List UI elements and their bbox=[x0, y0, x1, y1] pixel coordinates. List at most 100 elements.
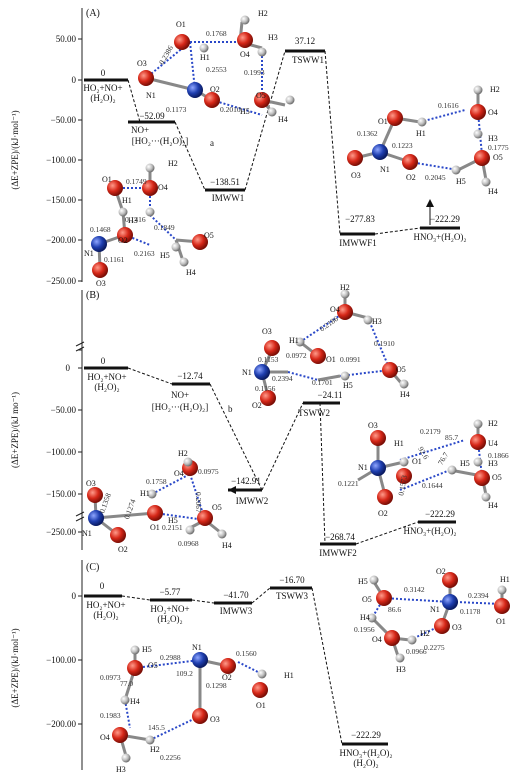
svg-text:O1: O1 bbox=[326, 355, 336, 364]
svg-text:H2: H2 bbox=[420, 629, 430, 638]
level-name: HO₂+NO+ bbox=[86, 600, 125, 610]
svg-text:O5: O5 bbox=[396, 365, 406, 374]
svg-text:0.1468: 0.1468 bbox=[90, 225, 111, 234]
level-name: TSWW2 bbox=[298, 408, 330, 418]
svg-text:O3: O3 bbox=[210, 715, 220, 724]
svg-text:H5: H5 bbox=[460, 459, 470, 468]
svg-text:H1: H1 bbox=[140, 489, 150, 498]
svg-text:0.2151: 0.2151 bbox=[162, 523, 183, 532]
svg-text:0.0968: 0.0968 bbox=[178, 539, 199, 548]
svg-text:O4: O4 bbox=[158, 183, 168, 192]
svg-text:86.6: 86.6 bbox=[388, 605, 401, 614]
svg-text:H1: H1 bbox=[416, 129, 426, 138]
level-name: HO₂+NO+ bbox=[87, 372, 126, 382]
molecule-b2: H2 O4 H1 O3 O5 N1 O1 O2 H5 H4 0.1758 0.0… bbox=[82, 449, 232, 554]
svg-text:O5: O5 bbox=[492, 473, 502, 482]
y-axis-label: (ΔE+ZPE)/(kJ mo⁻¹) bbox=[10, 392, 20, 468]
level-name: IMWWF1 bbox=[339, 238, 377, 248]
svg-text:0.0972: 0.0972 bbox=[286, 351, 307, 360]
svg-text:H2: H2 bbox=[178, 449, 188, 458]
svg-text:H1: H1 bbox=[289, 336, 299, 345]
svg-text:0.1866: 0.1866 bbox=[488, 451, 509, 460]
svg-text:N1: N1 bbox=[430, 605, 440, 614]
panel-label: (B) bbox=[86, 290, 99, 301]
svg-text:H5: H5 bbox=[168, 516, 178, 525]
svg-text:0.1173: 0.1173 bbox=[166, 105, 187, 114]
svg-text:O3: O3 bbox=[452, 623, 462, 632]
energy-levels bbox=[84, 49, 375, 236]
svg-text:0.1701: 0.1701 bbox=[312, 378, 333, 387]
level-name: NO+ bbox=[131, 125, 149, 135]
level-value: 0 bbox=[101, 356, 106, 366]
svg-text:0.1560: 0.1560 bbox=[236, 649, 257, 658]
svg-text:O1: O1 bbox=[378, 117, 388, 126]
y-ticks bbox=[78, 349, 82, 533]
svg-text:0.1221: 0.1221 bbox=[338, 479, 359, 488]
level-name: (H₂O)₂ bbox=[157, 614, 182, 624]
svg-text:0.0991: 0.0991 bbox=[340, 355, 361, 364]
connectors bbox=[121, 587, 343, 745]
arrow-head bbox=[228, 486, 236, 494]
svg-text:O5: O5 bbox=[204, 231, 214, 240]
level-value: −41.70 bbox=[223, 590, 249, 600]
level-value: −268.74 bbox=[325, 532, 355, 542]
tick-label: −100.00 bbox=[46, 155, 76, 165]
svg-text:O3: O3 bbox=[262, 327, 272, 336]
level-name: HNO₃+(H₂O)₂ bbox=[414, 232, 467, 242]
level-name: HO₂+NO+ bbox=[150, 604, 189, 614]
svg-text:H1: H1 bbox=[284, 671, 294, 680]
panel-c: (C) 0 −100.00 −200.00 (ΔE+ZPE)/(kJ·mol⁻¹… bbox=[10, 560, 510, 774]
panel-a: (A) 50.00 0 −50.00 −100.00 −150.00 −200.… bbox=[10, 8, 509, 288]
svg-text:0.1274: 0.1274 bbox=[122, 498, 138, 521]
svg-text:H3: H3 bbox=[116, 765, 126, 774]
svg-text:0.2163: 0.2163 bbox=[134, 249, 155, 258]
svg-text:O2: O2 bbox=[118, 236, 128, 245]
y-ticks bbox=[78, 595, 82, 725]
level-value: −142.91 bbox=[231, 476, 261, 486]
svg-text:N1: N1 bbox=[146, 91, 156, 100]
svg-text:H4: H4 bbox=[186, 268, 196, 277]
svg-text:H4: H4 bbox=[222, 541, 232, 550]
svg-text:0.2394: 0.2394 bbox=[468, 591, 489, 600]
svg-text:O2: O2 bbox=[252, 401, 262, 410]
level-value: 0 bbox=[101, 68, 106, 78]
molecule-a3: H2 O1 O4 H1 H3 N1 O3 O2 O5 H5 H4 0.1616 … bbox=[347, 85, 509, 196]
panel-label: (A) bbox=[86, 8, 100, 19]
svg-text:H3: H3 bbox=[268, 33, 278, 42]
svg-text:H2: H2 bbox=[488, 419, 498, 428]
level-name: (H₂O)₂ bbox=[90, 93, 115, 103]
tick-label: −200.00 bbox=[46, 719, 76, 729]
axis-break bbox=[75, 341, 85, 352]
svg-text:H2: H2 bbox=[168, 159, 178, 168]
svg-text:H3: H3 bbox=[372, 317, 382, 326]
svg-text:H5: H5 bbox=[142, 645, 152, 654]
level-value: 0 bbox=[100, 581, 105, 591]
svg-text:H4: H4 bbox=[400, 390, 410, 399]
svg-text:H5: H5 bbox=[240, 107, 250, 116]
level-name: HO₂+NO+ bbox=[83, 83, 122, 93]
svg-text:0.1573: 0.1573 bbox=[396, 474, 408, 496]
svg-text:O4: O4 bbox=[100, 733, 110, 742]
svg-text:0.2553: 0.2553 bbox=[206, 65, 227, 74]
svg-text:O4: O4 bbox=[372, 635, 382, 644]
axis-break bbox=[75, 511, 85, 522]
tick-label: 0 bbox=[72, 75, 77, 85]
y-axis-label: (ΔE+ZPE)/(kJ·mol⁻¹) bbox=[10, 110, 20, 189]
level-value: −5.77 bbox=[160, 587, 181, 597]
svg-text:H5: H5 bbox=[358, 577, 368, 586]
svg-text:O3: O3 bbox=[86, 479, 96, 488]
svg-text:H5: H5 bbox=[456, 177, 466, 186]
svg-text:N1: N1 bbox=[380, 165, 390, 174]
svg-text:0.2067: 0.2067 bbox=[194, 492, 203, 513]
svg-text:H5: H5 bbox=[160, 251, 170, 260]
svg-text:85.7: 85.7 bbox=[445, 433, 458, 442]
svg-text:O5: O5 bbox=[362, 595, 372, 604]
svg-text:0.2179: 0.2179 bbox=[420, 427, 441, 436]
level-name: IMWW3 bbox=[220, 606, 253, 616]
svg-text:H1: H1 bbox=[500, 575, 510, 584]
svg-text:O3: O3 bbox=[96, 279, 106, 288]
svg-text:O2: O2 bbox=[210, 85, 220, 94]
svg-text:0.1156: 0.1156 bbox=[255, 384, 276, 393]
tick-label: 50.00 bbox=[56, 34, 77, 44]
svg-text:O1: O1 bbox=[176, 20, 186, 29]
